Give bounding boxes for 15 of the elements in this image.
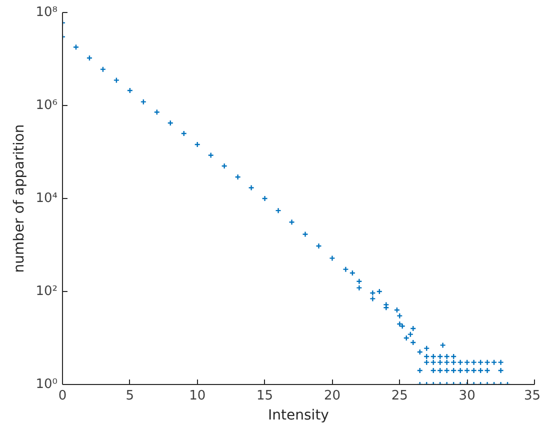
y-tick-label: 10⁶ bbox=[36, 98, 58, 113]
x-tick-label: 10 bbox=[189, 388, 206, 404]
y-tick-label: 10⁸ bbox=[36, 5, 58, 20]
y-axis-title: number of apparition bbox=[12, 124, 28, 273]
x-tick-label: 0 bbox=[58, 388, 67, 404]
x-tick-label: 30 bbox=[458, 388, 476, 404]
y-tick-label: 10⁴ bbox=[36, 191, 58, 206]
x-tick-label: 20 bbox=[324, 388, 340, 404]
x-tick-label: 35 bbox=[524, 388, 540, 404]
y-tick-label: 10⁰ bbox=[36, 377, 58, 392]
x-axis-title: Intensity bbox=[268, 408, 329, 424]
x-tick-label: 15 bbox=[256, 388, 274, 404]
x-tick-label: 25 bbox=[391, 388, 408, 404]
y-tick-label: 10² bbox=[36, 284, 58, 299]
x-tick-label: 5 bbox=[126, 388, 134, 404]
